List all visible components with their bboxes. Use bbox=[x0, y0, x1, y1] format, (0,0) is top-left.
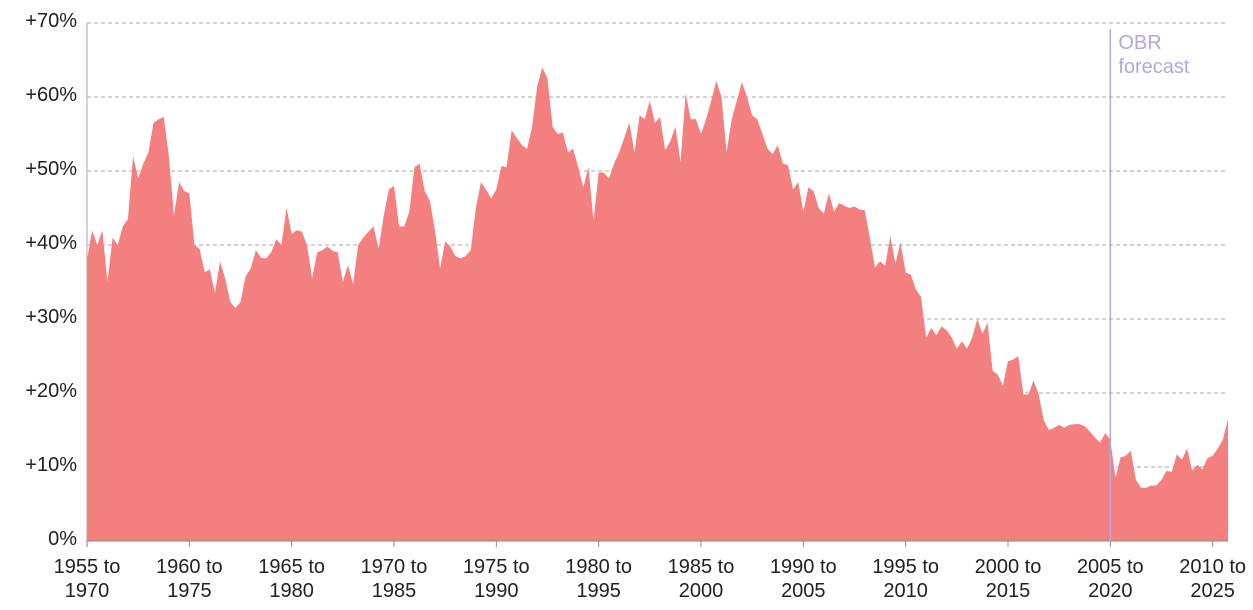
y-tick-label: +70% bbox=[25, 10, 77, 32]
x-tick-label: 1995 to 2010 bbox=[872, 556, 939, 602]
x-tick-label: 2000 to 2015 bbox=[974, 556, 1042, 602]
x-tick-label: 1970 to 1985 bbox=[360, 556, 428, 602]
x-tick-label: 1985 to 2000 bbox=[667, 556, 735, 602]
area bbox=[87, 67, 1228, 542]
y-tick-label: +20% bbox=[25, 380, 77, 402]
x-tick-label: 1955 to 1970 bbox=[53, 556, 121, 602]
x-tick-label: 1975 to 1990 bbox=[462, 556, 530, 602]
y-tick-label: +10% bbox=[25, 454, 77, 476]
y-tick-label: +30% bbox=[25, 306, 77, 328]
y-tick-label: +40% bbox=[25, 232, 77, 254]
y-tick-label: +60% bbox=[25, 84, 77, 106]
x-tick-label: 1980 to 1995 bbox=[565, 556, 633, 602]
x-tick-label: 2005 to 2020 bbox=[1076, 556, 1144, 602]
annotation: OBR forecast bbox=[1118, 32, 1190, 78]
y-tick-label: 0% bbox=[48, 528, 77, 550]
x-tick-label: 1965 to 1980 bbox=[258, 556, 326, 602]
x-tick-label: 2010 to 2025 bbox=[1179, 556, 1246, 602]
x-tick-label: 1960 to 1975 bbox=[155, 556, 223, 602]
x-tick-label: 1990 to 2005 bbox=[769, 556, 837, 602]
y-tick-label: +50% bbox=[25, 158, 77, 180]
